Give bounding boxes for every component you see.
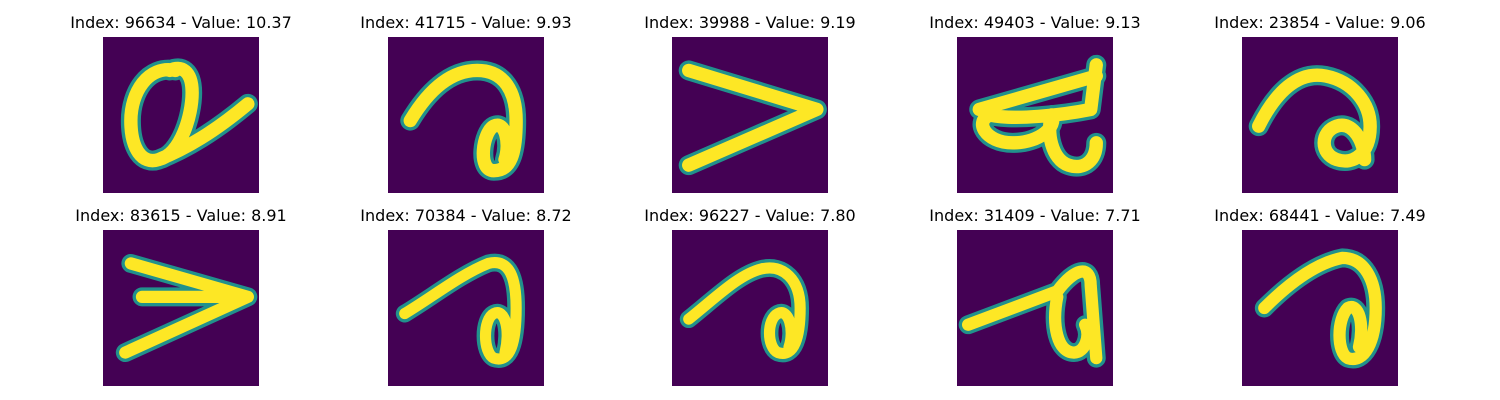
digit-image (957, 230, 1113, 386)
digit-image (388, 230, 544, 386)
panel-title: Index: 70384 - Value: 8.72 (360, 206, 572, 225)
panel-title: Index: 49403 - Value: 9.13 (929, 13, 1141, 32)
panel-title: Index: 31409 - Value: 7.71 (929, 206, 1141, 225)
digit-image (957, 37, 1113, 193)
digit-image (103, 37, 259, 193)
digit-image (672, 37, 828, 193)
panel-title: Index: 41715 - Value: 9.93 (360, 13, 572, 32)
panel-title: Index: 68441 - Value: 7.49 (1214, 206, 1426, 225)
panel-title: Index: 83615 - Value: 8.91 (75, 206, 287, 225)
digit-image (1242, 37, 1398, 193)
panel-title: Index: 23854 - Value: 9.06 (1214, 13, 1426, 32)
digit-image (1242, 230, 1398, 386)
panel-title: Index: 96634 - Value: 10.37 (70, 13, 292, 32)
digit-image (388, 37, 544, 193)
digit-image (672, 230, 828, 386)
panel-title: Index: 39988 - Value: 9.19 (644, 13, 856, 32)
digit-image (103, 230, 259, 386)
panel-title: Index: 96227 - Value: 7.80 (644, 206, 856, 225)
